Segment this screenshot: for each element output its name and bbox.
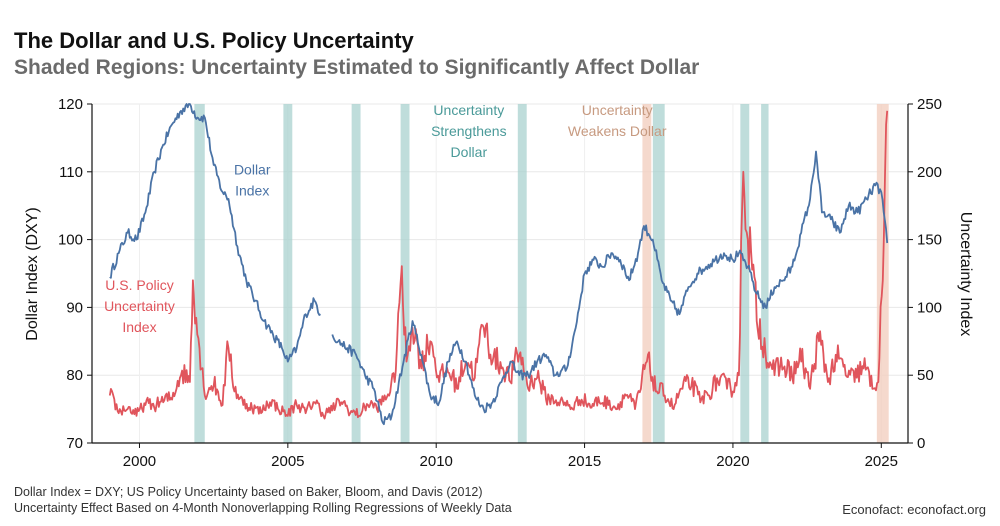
y-tick-label-right: 150 — [917, 232, 942, 249]
chart-subtitle: Shaded Regions: Uncertainty Estimated to… — [14, 56, 700, 79]
y-axis-label-right: Uncertainty Index — [957, 212, 974, 337]
credit: Econofact: econofact.org — [842, 502, 986, 517]
annotation-line: U.S. Policy — [105, 277, 173, 293]
annotation-line: Index — [122, 319, 156, 335]
dollar-index-line — [109, 103, 889, 426]
shaded-region-weakens — [642, 104, 652, 443]
plot-frame — [91, 104, 909, 444]
annotation-line: Uncertainty — [582, 102, 653, 118]
annotations: Dollar Index U.S. Policy Uncertainty Index Un… — [104, 102, 667, 335]
x-tick-label: 2005 — [271, 453, 304, 470]
y-tick-label-left: 90 — [66, 299, 83, 316]
y-tick-label-left: 100 — [58, 232, 83, 249]
shaded-region-strengthens — [761, 104, 769, 443]
y-tick-label-right: 50 — [917, 367, 934, 384]
y-tick-label-right: 250 — [917, 96, 942, 113]
annotation-line: Dollar — [234, 162, 271, 178]
x-tick-label: 2025 — [865, 453, 898, 470]
annotation-dollar: Dollar Index — [234, 162, 271, 199]
annotation-uncertainty: U.S. Policy Uncertainty Index — [104, 277, 175, 335]
shaded-region-strengthens — [517, 104, 527, 443]
annotation-line: Strengthens — [431, 123, 507, 139]
shaded-region-strengthens — [740, 104, 750, 443]
shaded-region-strengthens — [400, 104, 410, 443]
y-tick-label-left: 120 — [58, 96, 83, 113]
x-tick-label: 2015 — [568, 453, 601, 470]
y-tick-label-left: 70 — [66, 435, 83, 452]
x-tick-label: 2010 — [420, 453, 453, 470]
chart-title: The Dollar and U.S. Policy Uncertainty — [14, 28, 414, 53]
annotation-line: Dollar — [451, 144, 488, 160]
footnote-source: Dollar Index = DXY; US Policy Uncertaint… — [14, 485, 483, 499]
annotation-weakens: Uncertainty Weakens Dollar — [568, 102, 667, 139]
annotation-strengthens: Uncertainty Strengthens Dollar — [431, 102, 507, 160]
x-tick-label: 2000 — [123, 453, 156, 470]
axis-ticks: 70 80 90 100 110 120 0 50 100 150 200 250 2000 2005 20… — [58, 96, 942, 470]
shaded-region-strengthens — [351, 104, 361, 443]
annotation-line: Uncertainty — [433, 102, 504, 118]
y-tick-label-left: 80 — [66, 367, 83, 384]
shaded-region-strengthens — [283, 104, 293, 443]
uncertainty-index-line — [108, 110, 889, 420]
y-tick-label-right: 200 — [917, 164, 942, 181]
y-axis-label-left: Dollar Index (DXY) — [24, 207, 41, 340]
annotation-line: Weakens Dollar — [568, 123, 667, 139]
annotation-line: Uncertainty — [104, 298, 175, 314]
series-lines — [108, 103, 889, 426]
y-tick-label-right: 100 — [917, 299, 942, 316]
y-tick-label-left: 110 — [59, 164, 83, 181]
y-tick-label-right: 0 — [917, 435, 925, 452]
x-tick-label: 2020 — [716, 453, 749, 470]
annotation-line: Index — [235, 183, 269, 199]
footnote-method: Uncertainty Effect Based on 4-Month Nono… — [14, 501, 512, 515]
gridlines — [92, 103, 908, 444]
shaded-region-strengthens — [652, 104, 665, 443]
shaded-region-strengthens — [194, 104, 205, 443]
